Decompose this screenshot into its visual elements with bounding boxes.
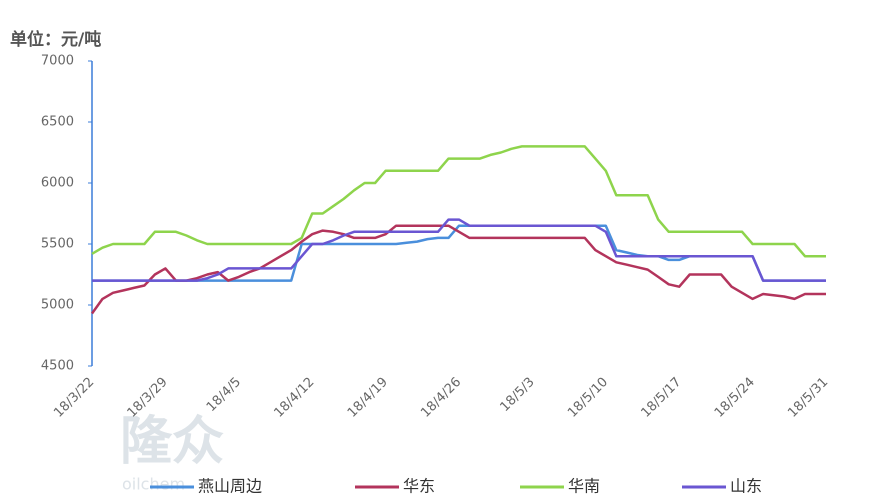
x-tick-label: 18/5/24 <box>712 375 758 421</box>
y-tick-label: 6500 <box>41 115 74 130</box>
series-line <box>92 224 826 282</box>
x-tick-label: 18/4/26 <box>418 375 464 421</box>
series-line <box>91 145 826 258</box>
x-tick-label: 18/5/10 <box>565 375 611 421</box>
watermark-sub: oilchem <box>122 475 185 494</box>
y-tick-label: 4500 <box>41 359 74 374</box>
x-tick-label: 18/3/22 <box>51 375 97 421</box>
legend-label: 燕山周边 <box>198 477 262 496</box>
x-tick-label: 18/4/5 <box>204 375 244 415</box>
y-tick-label: 7000 <box>41 54 74 69</box>
legend-label: 华东 <box>403 477 435 496</box>
watermark: 隆众 <box>120 412 224 472</box>
x-tick-label: 18/4/12 <box>271 375 317 421</box>
y-tick-label: 5000 <box>41 298 74 313</box>
y-tick-label: 5500 <box>41 237 74 252</box>
legend-label: 山东 <box>730 477 762 496</box>
series-line <box>90 224 826 315</box>
y-tick-label: 6000 <box>41 176 74 191</box>
series-line <box>92 218 826 282</box>
x-tick-label: 18/4/19 <box>345 375 391 421</box>
chart-title: 单位：元/吨 <box>10 29 101 50</box>
x-tick-label: 18/5/3 <box>498 375 538 415</box>
x-tick-label: 18/5/17 <box>638 375 684 421</box>
x-tick-label: 18/5/31 <box>785 375 831 421</box>
legend-label: 华南 <box>568 477 600 496</box>
